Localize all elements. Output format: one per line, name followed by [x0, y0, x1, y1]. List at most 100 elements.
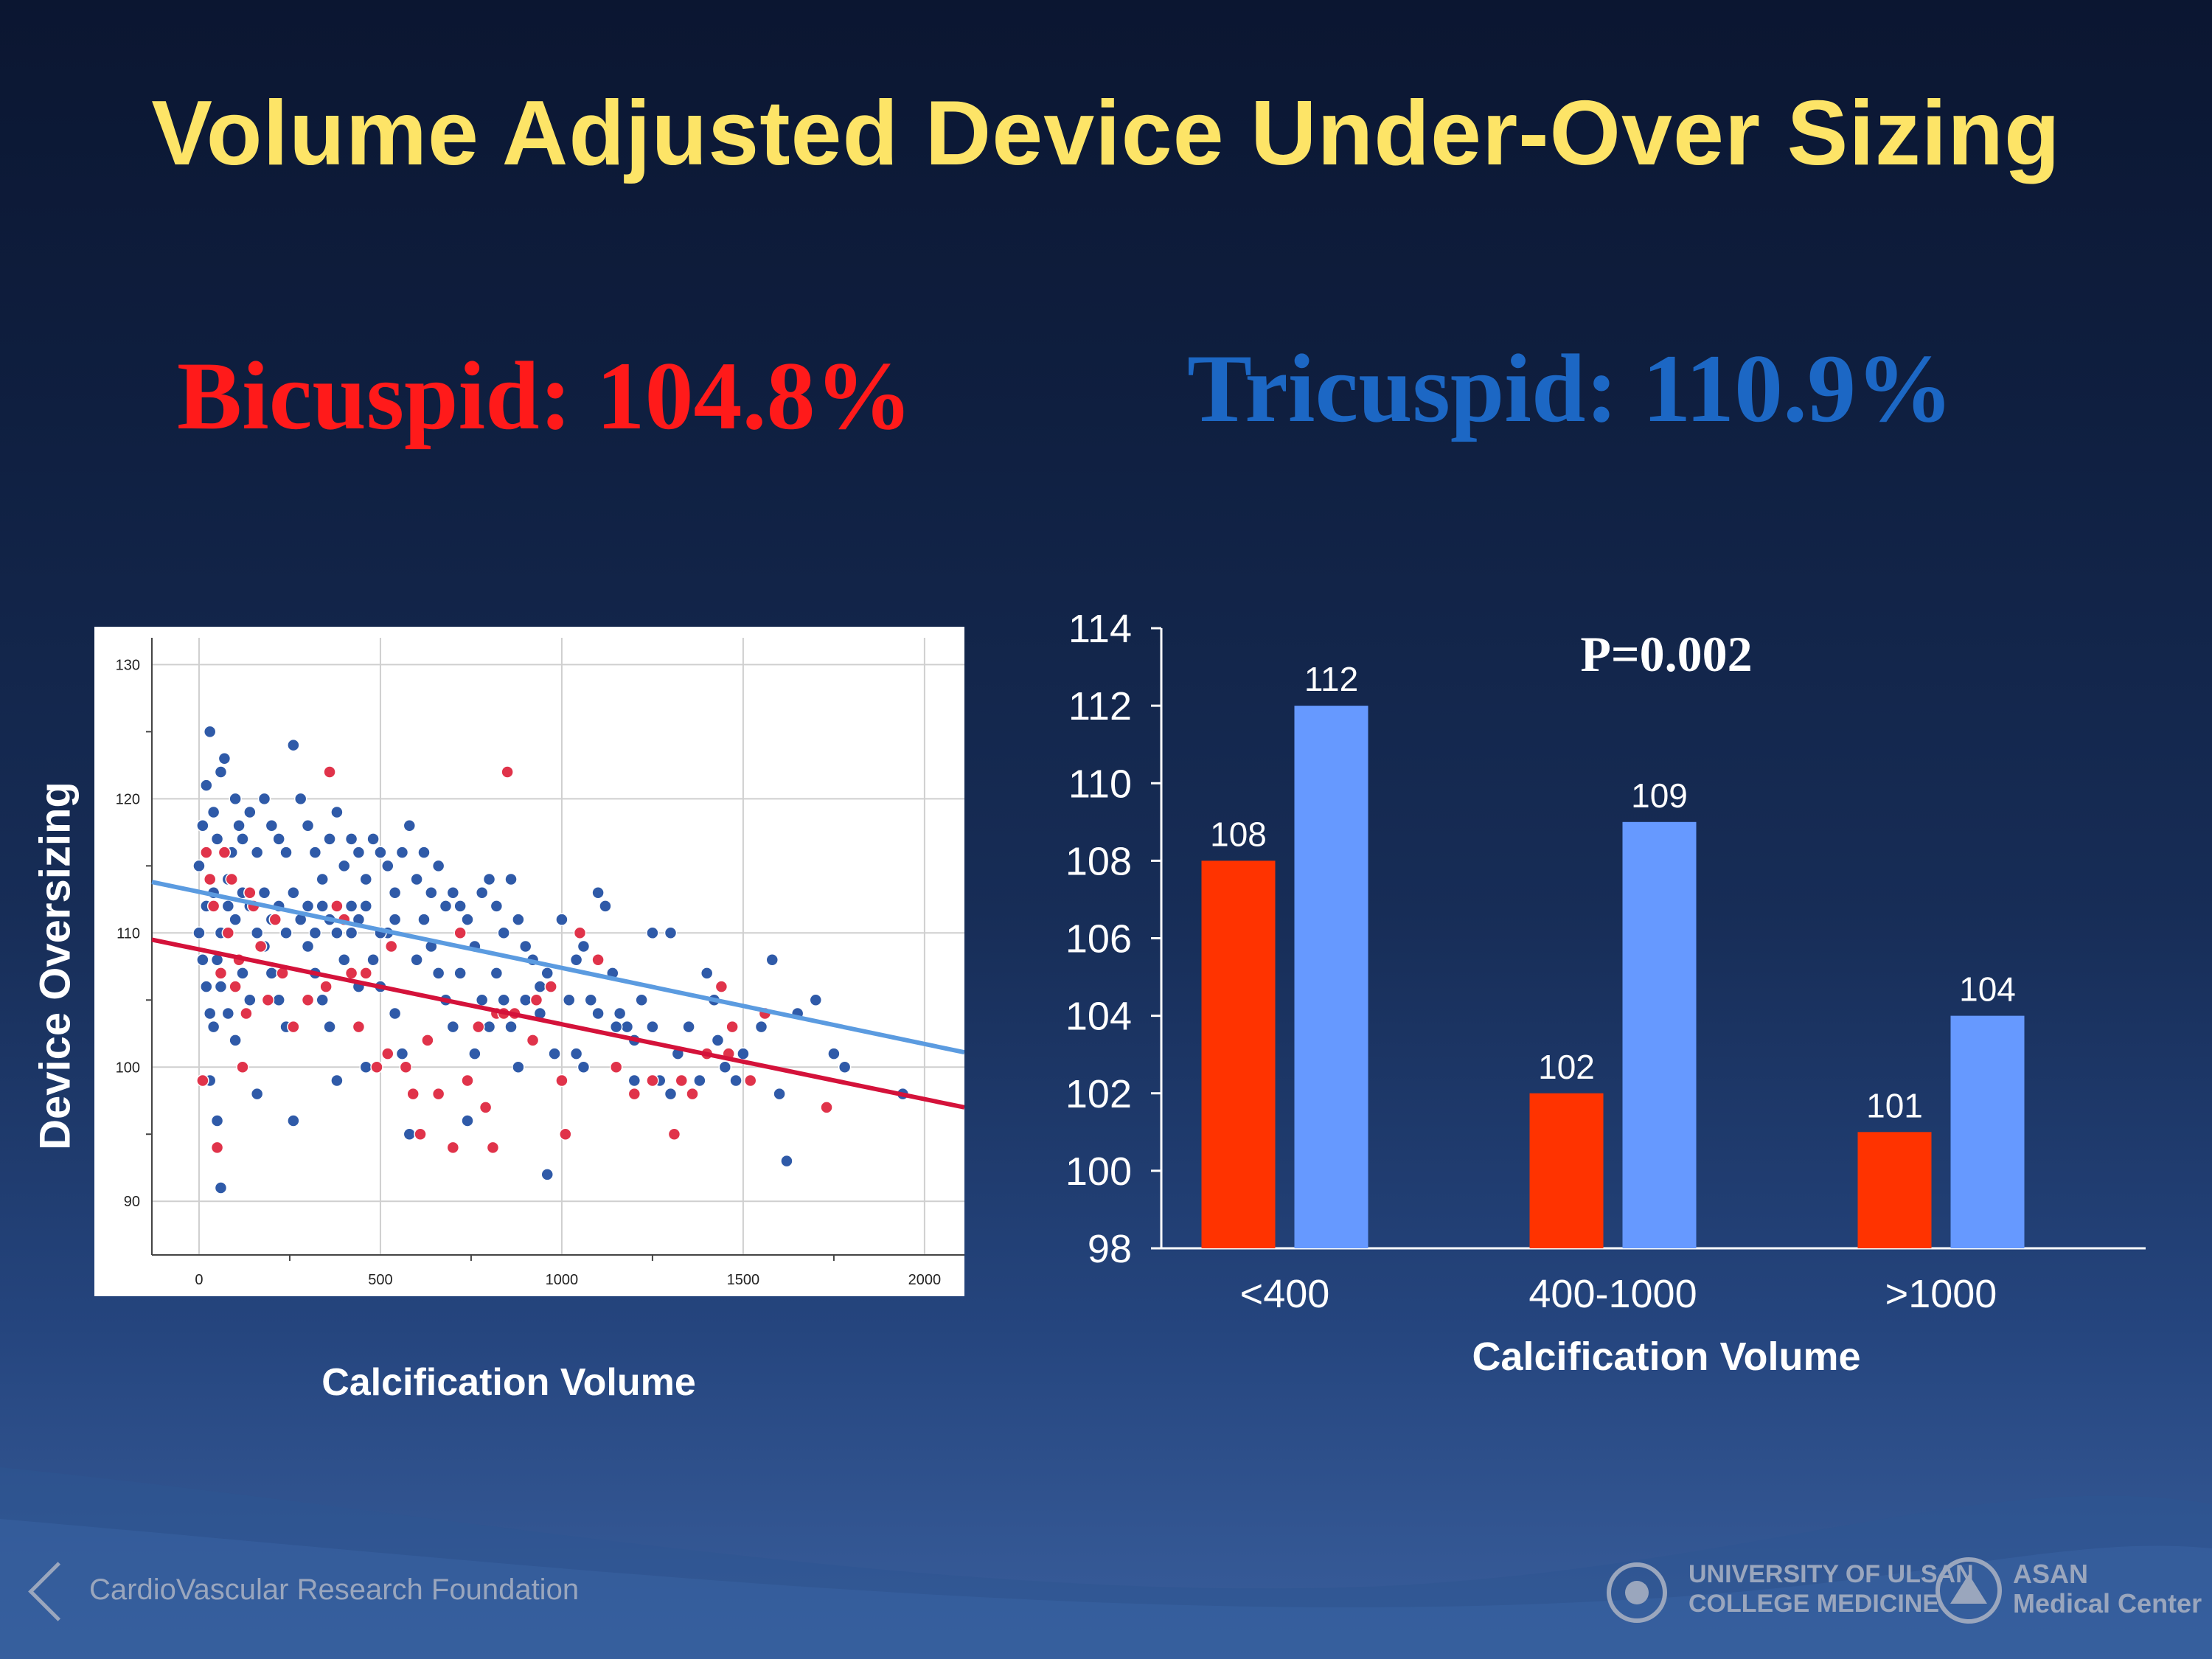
scatter-point-tricuspid — [403, 1127, 417, 1141]
cvrf-mark-icon — [28, 1562, 88, 1621]
bar-tricuspid — [1950, 1015, 2025, 1248]
scatter-point-bicuspid — [431, 1087, 445, 1101]
scatter-point-tricuspid — [206, 805, 220, 819]
bar-bicuspid — [1201, 860, 1276, 1248]
scatter-point-bicuspid — [200, 846, 213, 859]
scatter-point-tricuspid — [323, 832, 336, 846]
scatter-point-tricuspid — [482, 1020, 496, 1034]
scatter-point-tricuspid — [395, 1047, 409, 1060]
scatter-point-bicuspid — [743, 1074, 757, 1088]
bar-y-tick-label: 104 — [1065, 995, 1132, 1039]
scatter-point-tricuspid — [504, 1020, 518, 1034]
scatter-point-tricuspid — [250, 846, 264, 859]
bar-tricuspid — [1622, 821, 1697, 1248]
scatter-point-bicuspid — [210, 1141, 224, 1155]
scatter-point-tricuspid — [613, 1006, 627, 1020]
scatter-point-tricuspid — [344, 900, 358, 913]
bar-tricuspid — [1294, 706, 1368, 1248]
scatter-point-bicuspid — [675, 1074, 689, 1088]
scatter-point-tricuspid — [548, 1047, 561, 1060]
scatter-point-bicuspid — [218, 846, 232, 859]
scatter-point-bicuspid — [344, 967, 358, 980]
scatter-point-tricuspid — [569, 1047, 583, 1060]
scatter-point-tricuspid — [765, 953, 779, 967]
scatter-point-tricuspid — [540, 1168, 554, 1181]
asan-emblem-icon — [1935, 1557, 2002, 1624]
scatter-point-tricuspid — [344, 832, 358, 846]
scatter-point-tricuspid — [490, 967, 504, 980]
scatter-point-tricuspid — [250, 926, 264, 940]
scatter-point-tricuspid — [203, 725, 217, 739]
scatter-point-tricuspid — [257, 886, 271, 900]
scatter-point-tricuspid — [635, 993, 648, 1007]
scatter-point-tricuspid — [323, 1020, 336, 1034]
scatter-point-tricuspid — [482, 872, 496, 886]
scatter-point-tricuspid — [221, 900, 235, 913]
scatter-point-tricuspid — [214, 980, 228, 993]
scatter-x-tick-label: 1000 — [546, 1272, 579, 1288]
scatter-point-tricuspid — [337, 859, 351, 873]
scatter-point-tricuspid — [410, 953, 423, 967]
scatter-point-bicuspid — [820, 1101, 833, 1114]
scatter-x-tick-label: 1500 — [727, 1272, 760, 1288]
scatter-point-tricuspid — [232, 818, 246, 832]
scatter-point-bicuspid — [609, 1060, 623, 1074]
bar-value-label: 112 — [1304, 660, 1358, 698]
scatter-point-tricuspid — [229, 792, 242, 806]
scatter-point-tricuspid — [518, 939, 532, 953]
scatter-plot-panel: 0 500 1000 1500 2000 90 100 110 120 130 — [94, 627, 965, 1296]
scatter-point-tricuspid — [468, 1047, 481, 1060]
scatter-point-tricuspid — [533, 980, 547, 993]
scatter-point-bicuspid — [352, 1020, 366, 1034]
scatter-x-tick-label: 500 — [368, 1272, 392, 1288]
scatter-point-tricuspid — [359, 900, 373, 913]
scatter-point-bicuspid — [203, 872, 217, 886]
scatter-point-tricuspid — [754, 1020, 768, 1034]
scatter-point-tricuspid — [646, 926, 659, 940]
scatter-point-tricuspid — [330, 1074, 344, 1088]
cvrf-logo: CardioVascular Research Foundation — [28, 1562, 579, 1621]
scatter-point-bicuspid — [243, 886, 257, 900]
scatter-point-bicuspid — [555, 1074, 568, 1088]
bar-x-axis-label: Calcification Volume — [1472, 1335, 1860, 1379]
scatter-point-bicuspid — [453, 926, 467, 940]
scatter-point-tricuspid — [646, 1020, 659, 1034]
bar-y-tick-label: 98 — [1088, 1227, 1132, 1271]
scatter-point-tricuspid — [540, 967, 554, 980]
scatter-point-bicuspid — [399, 1060, 413, 1074]
scatter-point-bicuspid — [370, 1060, 383, 1074]
scatter-point-tricuspid — [504, 872, 518, 886]
scatter-point-tricuspid — [461, 1114, 474, 1127]
scatter-point-tricuspid — [229, 913, 242, 926]
ulsan-logo-text: UNIVERSITY OF ULSAN COLLEGE MEDICINE — [1688, 1560, 1974, 1618]
scatter-point-tricuspid — [337, 953, 351, 967]
scatter-point-tricuspid — [555, 913, 568, 926]
bar-value-label: 102 — [1538, 1048, 1595, 1086]
scatter-point-bicuspid — [559, 1127, 572, 1141]
scatter-point-tricuspid — [664, 926, 678, 940]
scatter-point-tricuspid — [591, 886, 605, 900]
scatter-point-tricuspid — [344, 926, 358, 940]
bar-y-tick-label: 110 — [1068, 762, 1132, 806]
bar-y-tick-label: 108 — [1065, 839, 1132, 883]
scatter-point-bicuspid — [330, 900, 344, 913]
scatter-point-tricuspid — [609, 1020, 623, 1034]
scatter-point-bicuspid — [573, 926, 587, 940]
bar-value-label: 101 — [1866, 1086, 1923, 1124]
scatter-point-tricuspid — [711, 1034, 725, 1047]
scatter-point-tricuspid — [301, 818, 315, 832]
scatter-point-tricuspid — [453, 967, 467, 980]
scatter-y-tick-label: 120 — [116, 791, 140, 807]
scatter-point-tricuspid — [577, 939, 591, 953]
scatter-point-tricuspid — [388, 913, 402, 926]
scatter-point-tricuspid — [308, 846, 322, 859]
scatter-point-bicuspid — [225, 872, 238, 886]
scatter-point-tricuspid — [490, 900, 504, 913]
scatter-point-tricuspid — [431, 859, 445, 873]
scatter-point-bicuspid — [486, 1141, 500, 1155]
scatter-point-tricuspid — [838, 1060, 852, 1074]
asan-logo-text: ASAN Medical Center — [2013, 1559, 2202, 1618]
scatter-point-bicuspid — [319, 980, 333, 993]
bicuspid-stat: Bicuspid: 104.8% — [177, 341, 913, 450]
scatter-point-tricuspid — [577, 1060, 591, 1074]
